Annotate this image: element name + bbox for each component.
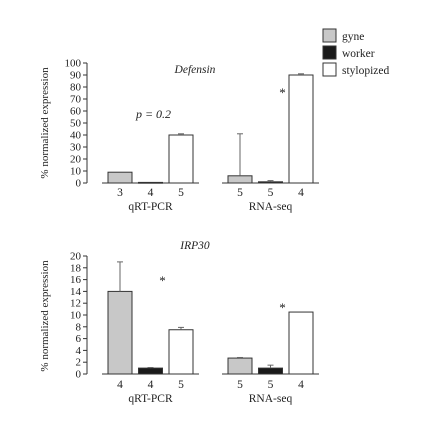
legend: gyne worker stylopized bbox=[322, 28, 390, 77]
y-tick-label: 4 bbox=[76, 345, 82, 357]
sample-size-label: 4 bbox=[117, 379, 123, 391]
sample-size-label: 5 bbox=[237, 379, 243, 391]
bar-gyne bbox=[107, 290, 133, 375]
panel-title: IRP30 bbox=[179, 240, 210, 252]
group-label: RNA-seq bbox=[249, 201, 293, 213]
y-tick-label: 50 bbox=[70, 118, 82, 130]
bar-stylopized bbox=[288, 311, 314, 375]
y-tick-label: 20 bbox=[70, 251, 82, 263]
y-tick-label: 70 bbox=[70, 94, 82, 106]
y-tick-label: 6 bbox=[76, 333, 82, 345]
y-tick-label: 2 bbox=[76, 357, 82, 369]
y-tick-label: 10 bbox=[70, 166, 82, 178]
sample-size-label: 4 bbox=[148, 379, 154, 391]
y-tick-label: 0 bbox=[76, 178, 82, 190]
legend-swatch-worker bbox=[322, 45, 337, 60]
legend-label-worker: worker bbox=[342, 48, 375, 60]
y-tick-label: 100 bbox=[65, 58, 82, 70]
group-label: qRT-PCR bbox=[128, 393, 173, 405]
sample-size-label: 5 bbox=[268, 187, 274, 199]
bar-stylopized bbox=[168, 134, 194, 184]
y-tick-label: 12 bbox=[70, 298, 81, 310]
y-tick-label: 16 bbox=[70, 274, 82, 286]
y-tick-label: 40 bbox=[70, 130, 82, 142]
p-value-annotation: p = 0.2 bbox=[135, 107, 171, 121]
legend-swatch-stylopized bbox=[322, 62, 337, 77]
significance-star: * bbox=[279, 300, 286, 315]
y-axis-title: % normalized expression bbox=[39, 67, 51, 179]
y-tick-label: 0 bbox=[76, 369, 82, 381]
bar-worker bbox=[138, 367, 163, 375]
y-tick-label: 80 bbox=[70, 82, 82, 94]
sample-size-label: 4 bbox=[148, 187, 154, 199]
y-tick-label: 30 bbox=[70, 142, 82, 154]
bar-worker bbox=[138, 181, 163, 184]
legend-label-stylopized: stylopized bbox=[342, 65, 390, 77]
significance-star: * bbox=[279, 85, 286, 100]
group-label: RNA-seq bbox=[249, 393, 293, 405]
y-tick-label: 10 bbox=[70, 310, 82, 322]
legend-swatch-gyne bbox=[322, 28, 337, 43]
legend-label-gyne: gyne bbox=[342, 31, 364, 43]
sample-size-label: 5 bbox=[268, 379, 274, 391]
bar-gyne bbox=[227, 357, 253, 375]
y-tick-label: 20 bbox=[70, 154, 82, 166]
bar-worker bbox=[258, 367, 283, 375]
bar-gyne bbox=[107, 171, 133, 184]
sample-size-label: 4 bbox=[298, 187, 304, 199]
y-tick-label: 8 bbox=[76, 321, 82, 333]
panel-title: Defensin bbox=[174, 64, 216, 76]
sample-size-label: 5 bbox=[237, 187, 243, 199]
bar-stylopized bbox=[288, 74, 314, 184]
sample-size-label: 4 bbox=[298, 379, 304, 391]
sample-size-label: 3 bbox=[117, 187, 123, 199]
bar-gyne bbox=[227, 175, 253, 184]
y-axis-title: % normalized expression bbox=[39, 260, 51, 372]
y-tick-label: 90 bbox=[70, 70, 82, 82]
y-tick-label: 60 bbox=[70, 106, 82, 118]
y-tick-label: 18 bbox=[70, 262, 82, 274]
significance-star: * bbox=[159, 273, 166, 288]
bar-worker bbox=[258, 181, 283, 184]
y-tick-label: 14 bbox=[70, 286, 82, 298]
sample-size-label: 5 bbox=[178, 187, 184, 199]
group-label: qRT-PCR bbox=[128, 201, 173, 213]
bar-stylopized bbox=[168, 329, 194, 375]
sample-size-label: 5 bbox=[178, 379, 184, 391]
